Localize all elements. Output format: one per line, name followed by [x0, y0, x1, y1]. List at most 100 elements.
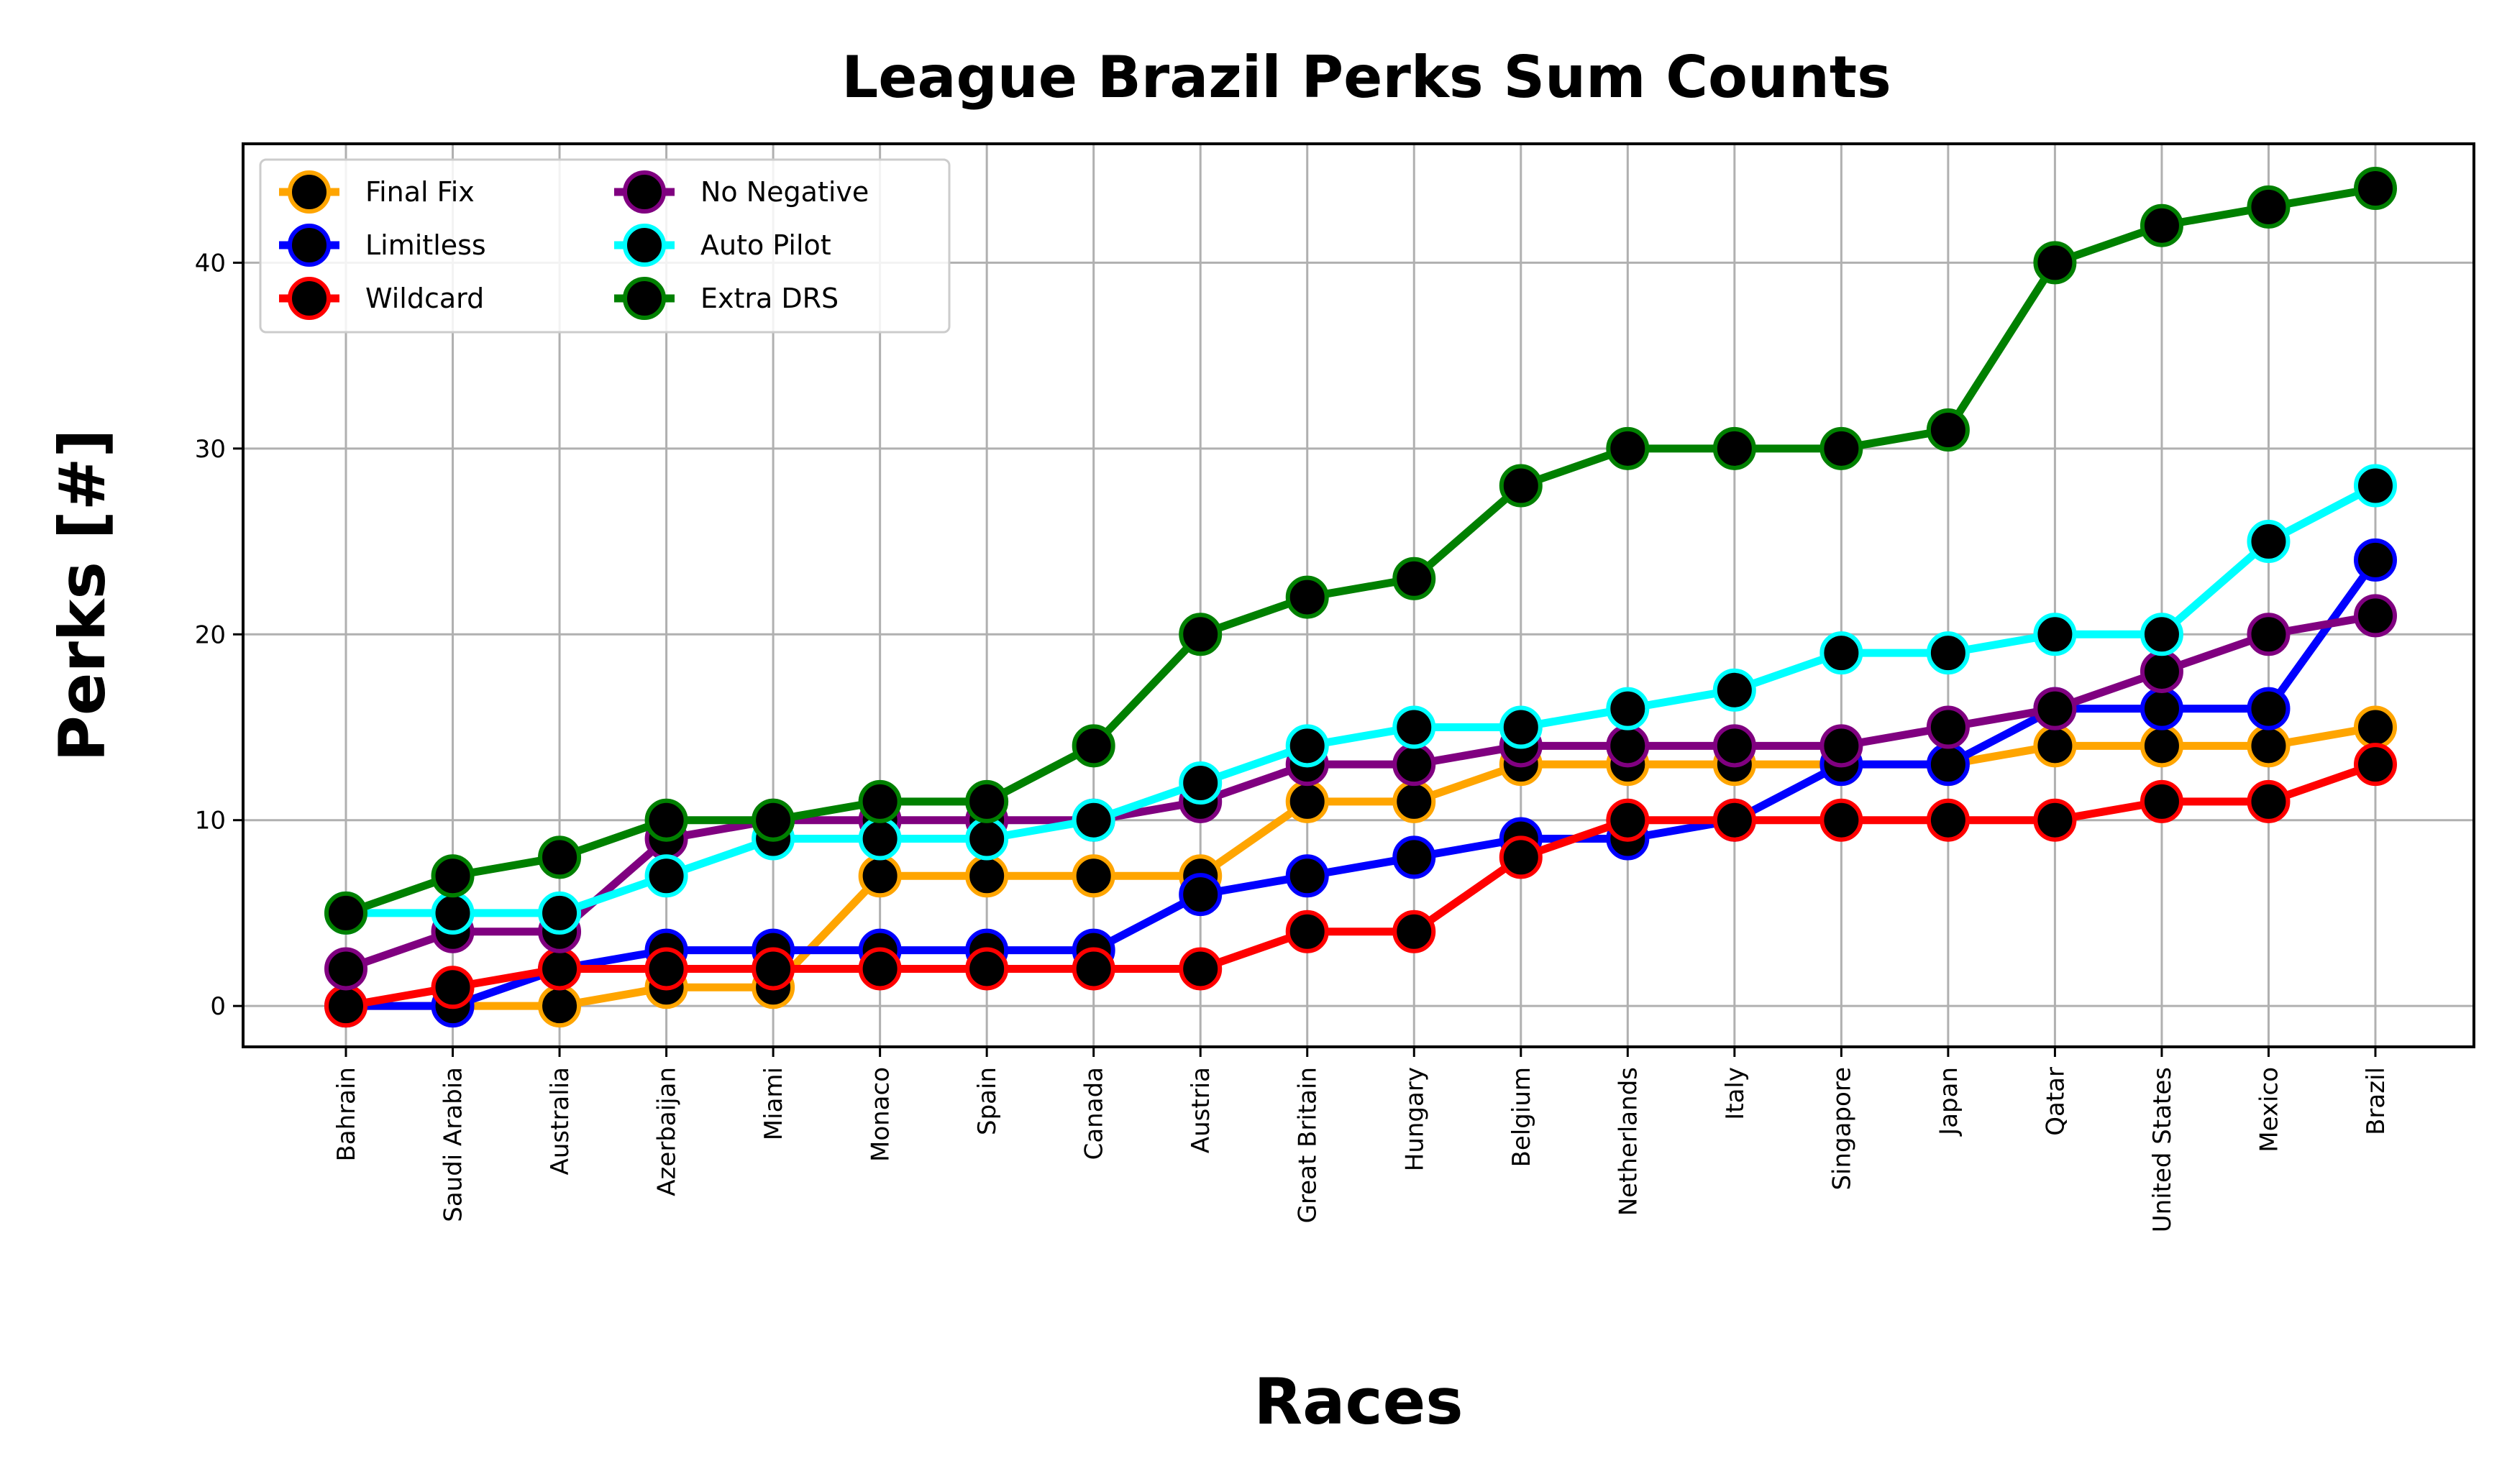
data-point: [2354, 538, 2397, 582]
chart-title: League Brazil Perks Sum Counts: [841, 44, 1891, 111]
data-point: [538, 947, 582, 991]
legend-item: No Negative: [614, 170, 869, 214]
data-point: [2140, 203, 2183, 247]
data-point: [431, 854, 475, 898]
data-point: [1606, 426, 1650, 470]
data-point: [1712, 798, 1756, 842]
legend-label: Wildcard: [365, 283, 484, 314]
legend-swatch-marker: [288, 224, 331, 267]
data-point: [324, 984, 367, 1028]
data-point: [2247, 613, 2291, 656]
x-tick-label: Austria: [1187, 1067, 1215, 1153]
data-point: [1392, 705, 1436, 749]
x-tick-label: Australia: [546, 1067, 575, 1175]
y-tick-label: 20: [195, 620, 226, 649]
legend-item: Final Fix: [279, 170, 475, 214]
x-tick-label: United States: [2148, 1067, 2177, 1232]
data-point: [2033, 724, 2077, 768]
data-point: [2140, 779, 2183, 823]
y-tick-label: 0: [210, 992, 226, 1021]
legend-label: Extra DRS: [700, 283, 839, 314]
data-point: [1179, 761, 1223, 805]
data-point: [2354, 464, 2397, 508]
data-point: [2247, 724, 2291, 768]
data-point: [858, 817, 902, 861]
data-point: [1285, 779, 1329, 823]
data-point: [644, 854, 688, 898]
legend-label: Final Fix: [365, 176, 475, 208]
data-point: [2033, 241, 2077, 285]
data-point: [1712, 724, 1756, 768]
data-point: [2247, 687, 2291, 730]
legend-item: Auto Pilot: [614, 224, 831, 267]
data-point: [431, 891, 475, 935]
y-tick-label: 10: [195, 807, 226, 835]
data-point: [2033, 687, 2077, 730]
series-auto-pilot: [324, 464, 2397, 935]
legend-swatch-marker: [288, 277, 331, 320]
x-tick-label: Monaco: [867, 1067, 895, 1162]
data-point: [644, 947, 688, 991]
x-tick-label: Brazil: [2362, 1067, 2390, 1135]
x-axis: Bahrain Saudi Arabia Australia Azerbaijan Mi…: [332, 1047, 2390, 1232]
data-point: [858, 854, 902, 898]
data-point: [2247, 185, 2291, 229]
data-point: [2140, 724, 2183, 768]
x-tick-label: Mexico: [2255, 1067, 2283, 1153]
data-point: [538, 984, 582, 1028]
data-point: [644, 798, 688, 842]
data-point: [2140, 687, 2183, 730]
data-point: [1392, 835, 1436, 879]
data-point: [1072, 854, 1115, 898]
data-point: [965, 854, 1009, 898]
legend-label: Limitless: [365, 229, 486, 261]
data-point: [1285, 910, 1329, 953]
x-tick-label: Canada: [1080, 1067, 1109, 1160]
data-point: [1712, 426, 1756, 470]
legend-label: No Negative: [700, 176, 869, 208]
x-tick-label: Singapore: [1827, 1067, 1856, 1191]
data-point: [858, 947, 902, 991]
x-tick-label: Miami: [759, 1067, 788, 1140]
legend-item: Limitless: [279, 224, 486, 267]
legend-item: Wildcard: [279, 277, 484, 320]
data-point: [2247, 779, 2291, 823]
y-tick-label: 30: [195, 435, 226, 464]
data-point: [2247, 520, 2291, 564]
data-point: [324, 947, 367, 991]
data-point: [1606, 798, 1650, 842]
data-point: [1285, 724, 1329, 768]
data-point: [2354, 594, 2397, 638]
x-tick-label: Hungary: [1400, 1067, 1429, 1171]
y-axis: 0 10 20 30 40: [195, 249, 243, 1021]
data-point: [752, 798, 795, 842]
data-point: [2354, 705, 2397, 749]
data-point: [1499, 705, 1543, 749]
x-tick-label: Qatar: [2041, 1067, 2070, 1136]
data-point: [1179, 613, 1223, 656]
data-point: [2140, 649, 2183, 693]
x-axis-title: Races: [1254, 1365, 1463, 1439]
x-tick-label: Italy: [1721, 1067, 1750, 1120]
legend-item: Extra DRS: [614, 277, 839, 320]
x-tick-label: Great Britain: [1294, 1067, 1323, 1223]
data-point: [538, 891, 582, 935]
legend-label: Auto Pilot: [700, 229, 831, 261]
series-line: [344, 612, 2376, 973]
data-point: [858, 779, 902, 823]
data-point: [2033, 613, 2077, 656]
legend-frame: [259, 158, 951, 334]
data-point: [324, 891, 367, 935]
data-point: [1819, 631, 1863, 675]
legend-swatch-marker: [623, 170, 666, 214]
x-tick-label: Bahrain: [332, 1067, 361, 1162]
x-tick-label: Belgium: [1507, 1067, 1536, 1167]
y-tick-label: 40: [195, 249, 226, 278]
data-point: [1606, 724, 1650, 768]
legend: Final Fix Limitless Wildcard No Negative Aut…: [259, 158, 951, 334]
data-point: [1606, 687, 1650, 730]
series-limitless: [324, 538, 2397, 1028]
data-point: [2033, 798, 2077, 842]
data-point: [431, 966, 475, 1009]
legend-swatch-marker: [288, 170, 331, 214]
